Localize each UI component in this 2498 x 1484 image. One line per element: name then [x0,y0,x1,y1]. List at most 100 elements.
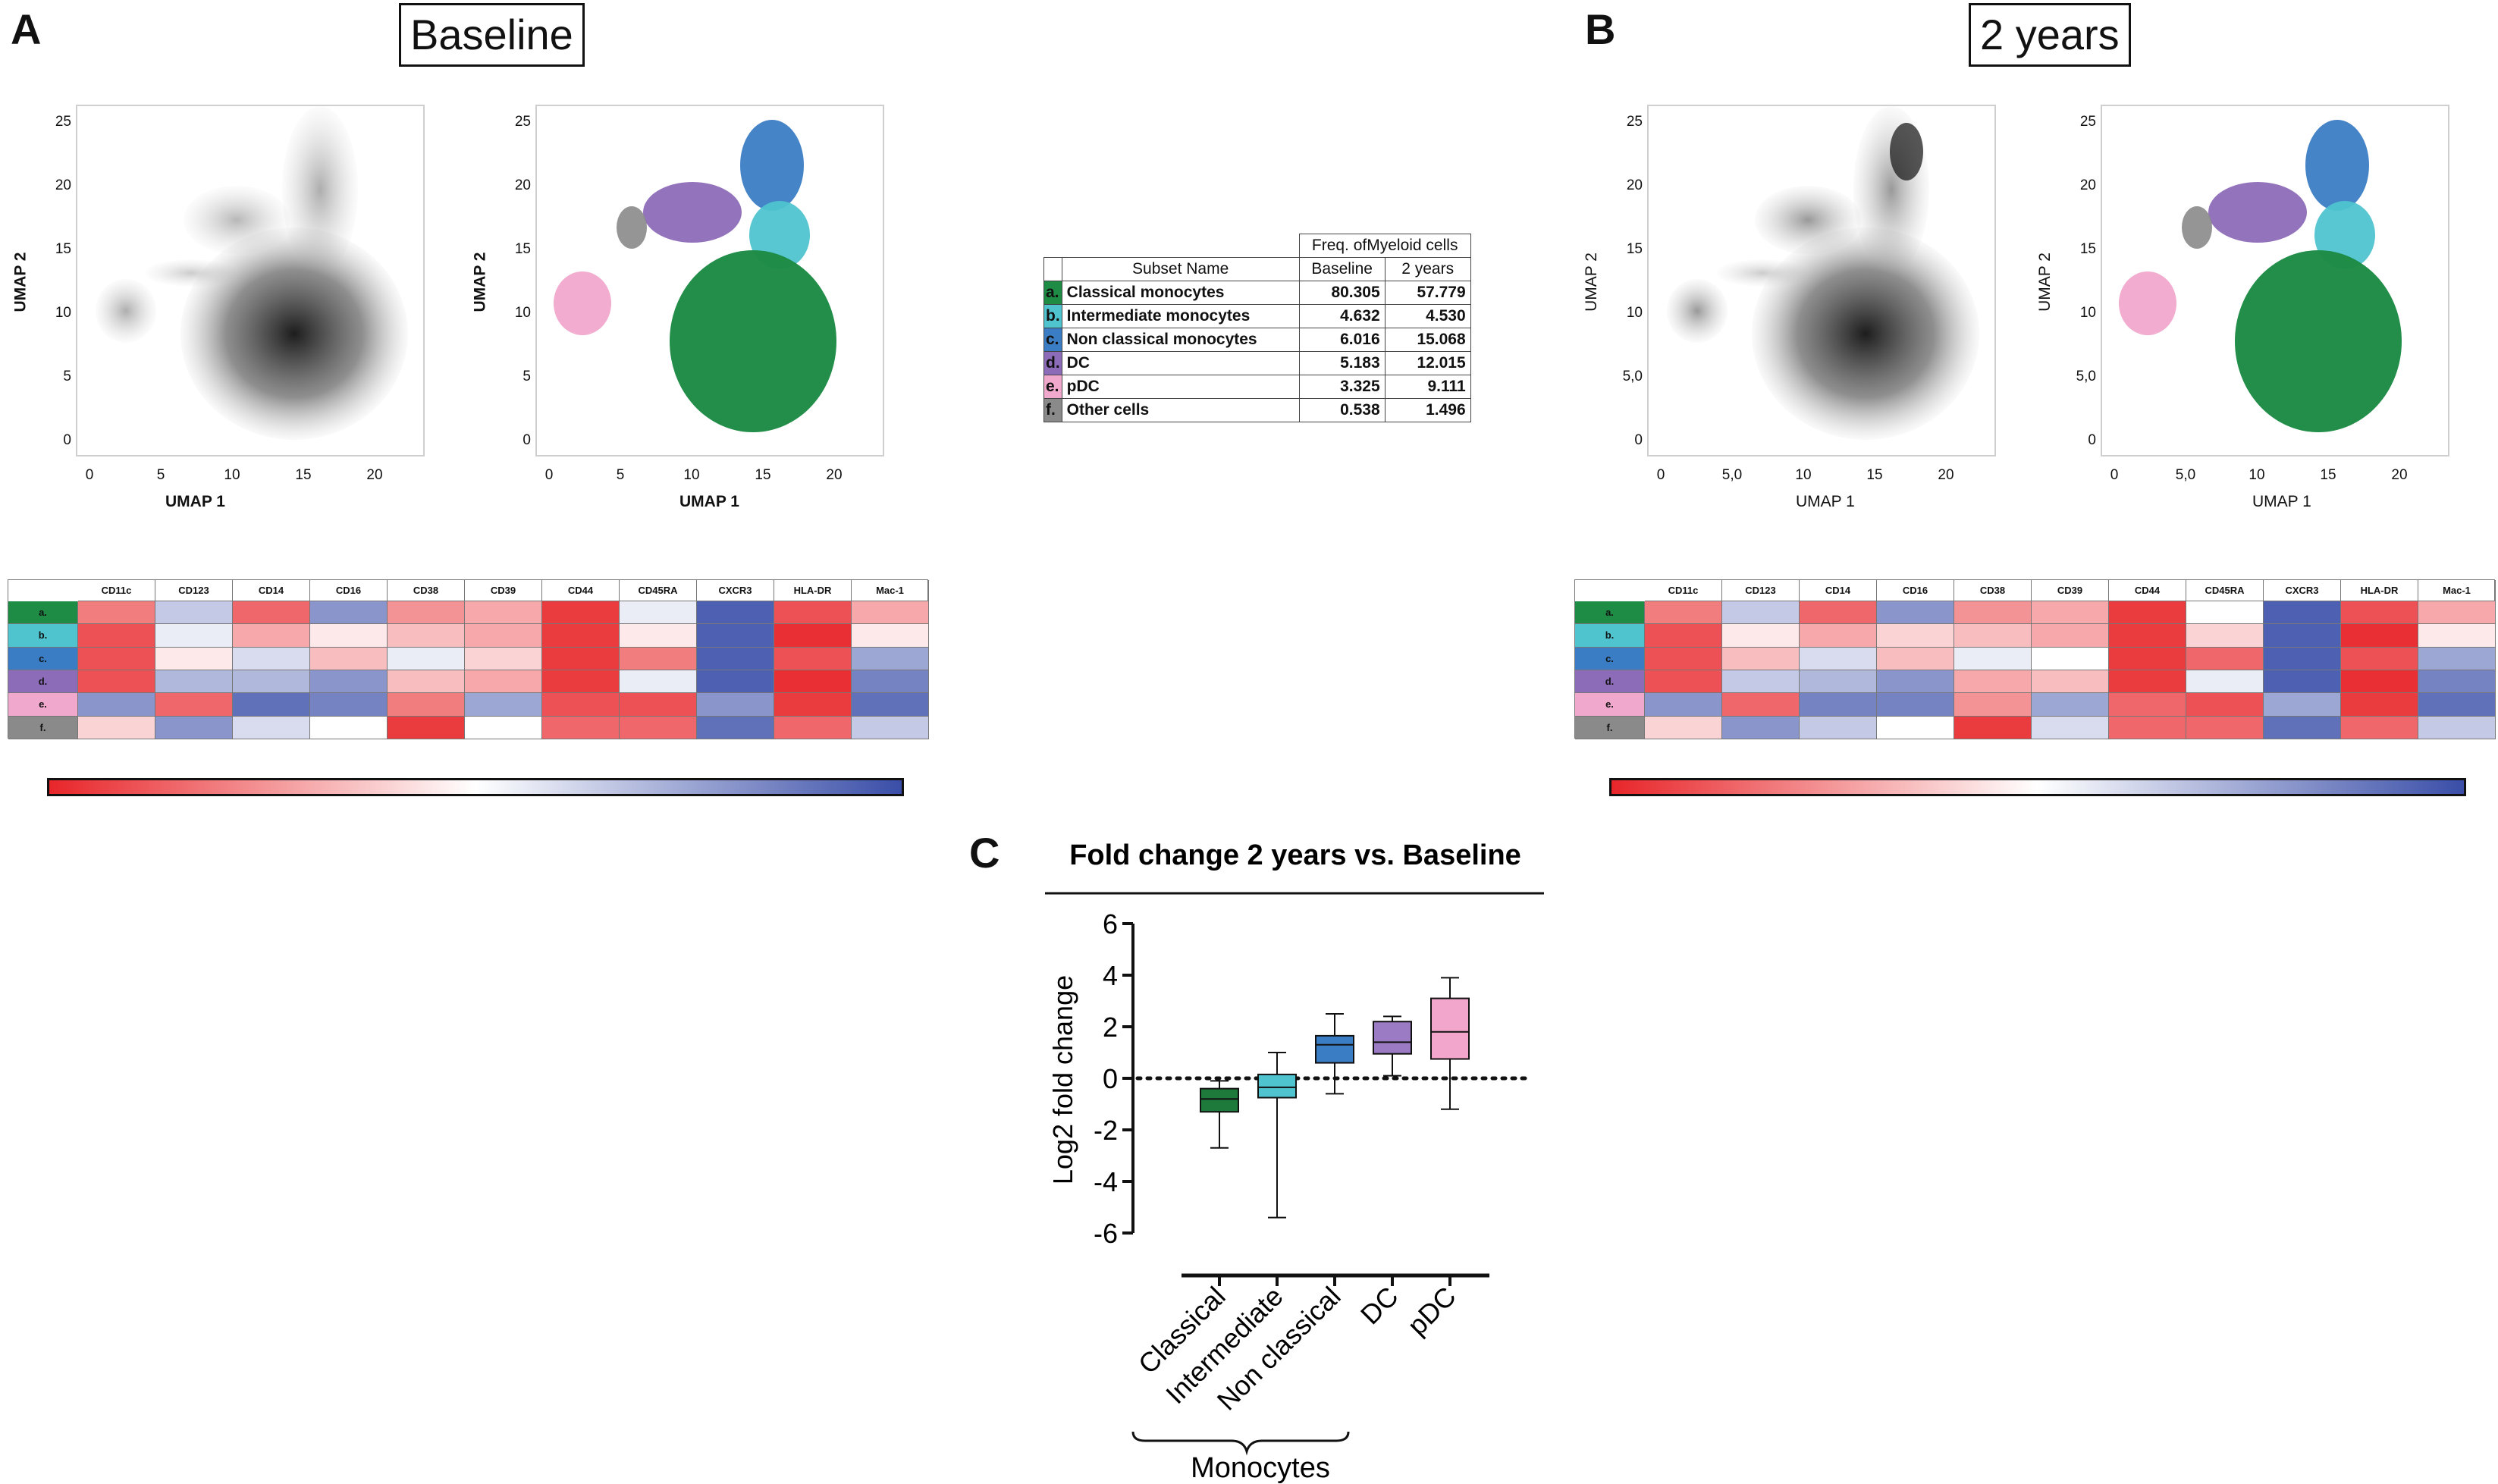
umap-y-tick: 25 [2079,114,2096,130]
heatmap-2years-cell [1877,670,1954,694]
heatmap-baseline-cell [542,670,620,694]
panel-letter-c: C [969,829,1000,877]
heatmap-baseline-cell [78,624,155,648]
freq-row-baseline: 4.632 [1298,304,1386,328]
heatmap-baseline-cell [465,693,542,717]
heatmap-marker-header: CD11c [78,580,155,601]
chart-boxes [1200,977,1470,1219]
umap-x-tick: 0 [544,467,554,483]
monocytes-brace [1131,1431,1350,1456]
umap-y-tick: 25 [514,114,531,130]
heatmap-2years-cell [1800,670,1877,694]
heatmap-2years-cell [2109,624,2186,648]
heatmap-baseline-cell [542,693,620,717]
heatmap-baseline-cell [155,716,233,739]
heatmap-2years-cell [1877,647,1954,670]
heatmap-baseline-cell [78,670,155,694]
heatmap-baseline-cell [78,693,155,717]
umap-y-tick: 10 [55,305,71,321]
heatmap-baseline-cell [774,647,852,670]
heatmap-2years-cell [1722,624,1800,648]
freq-row: d. DC 5.183 12.015 [1043,351,1471,375]
umap-x-tick: 15 [1866,467,1883,483]
monocytes-group-label: Monocytes [1191,1452,1330,1484]
heatmap-baseline-cell [465,716,542,739]
heatmap-2years-cell [1800,693,1877,717]
heatmap-2years-cell [1800,601,1877,625]
heatmap-2years-cell [1722,716,1800,739]
umap-a2-x-label: UMAP 1 [679,493,739,510]
heatmap-baseline-cell [465,647,542,670]
cluster-dc [2208,182,2307,243]
umap-y-tick: 20 [1626,177,1643,193]
heatmap-2years-cell [1645,670,1722,694]
heatmap-row-label: d. [8,670,78,694]
heatmap-marker-header: CD16 [310,580,388,601]
y-axis-label: Log2 fold change [1047,975,1078,1184]
heatmap-row-label: f. [8,716,78,739]
heatmap-2years-cell [2418,693,2496,717]
heatmap-marker-header: Mac-1 [2418,580,2496,601]
heatmap-baseline-cell [697,670,774,694]
heatmap-2years-cell [2341,693,2418,717]
umap-y-tick: 0 [2088,432,2096,448]
heatmap-baseline-cell [388,693,465,717]
heatmap-baseline-cell [620,624,697,648]
umap-y-tick: 10 [2079,305,2096,321]
panel-letter-b: B [1585,5,1616,53]
heatmap-baseline-cell [542,624,620,648]
umap-x-tick: 10 [2249,467,2265,483]
heatmap-baseline-cell [233,601,310,625]
umap-x-tick: 5,0 [2175,467,2196,483]
density-main-cluster [1752,227,1979,440]
freq-row-2years: 1.496 [1384,398,1471,422]
umap-2years-clusters [2101,105,2449,456]
heatmap-2years: CD11c CD123 CD14 CD16 CD38 CD39 CD44 CD45RA CXCR… [1574,579,2496,739]
density-bridge [146,259,237,287]
umap-a1-x-label: UMAP 1 [165,493,225,510]
freq-row-name: Other cells [1061,398,1300,422]
heatmap-2years-cell [1877,601,1954,625]
heatmap-baseline-cell [697,716,774,739]
heatmap-baseline-cell [697,624,774,648]
umap-x-tick: 20 [2391,467,2408,483]
umap-y-tick: 0 [1634,432,1643,448]
heatmap-baseline-cell [774,601,852,625]
freq-row-2years: 9.111 [1384,375,1471,399]
heatmap-2years-cell [2418,647,2496,670]
umap-y-tick: 15 [514,241,531,257]
heatmap-2years-cell [1954,624,2032,648]
heatmap-marker-header: CD14 [1800,580,1877,601]
heatmap-2years-cell [2032,693,2109,717]
umap-2years-density [1647,105,1996,456]
freq-row-baseline: 6.016 [1298,328,1386,352]
heatmap-2years-cell [2186,693,2264,717]
cluster-dc [643,182,742,243]
heatmap-2years-cell [2109,670,2186,694]
freq-row: e. pDC 3.325 9.111 [1043,375,1471,399]
box-iqr [1257,1073,1297,1099]
heatmap-baseline-cell [388,670,465,694]
umap-y-tick: 5 [63,369,71,384]
heatmap-marker-header: CD39 [465,580,542,601]
umap-y-tick: 25 [55,114,71,130]
cluster-non-classical [2305,120,2369,211]
heatmap-2years-cell [1722,693,1800,717]
heatmap-2years-cell [2418,624,2496,648]
heatmap-2years-cell [2264,647,2341,670]
umap-x-tick: 15 [2320,467,2336,483]
freq-row-name: Non classical monocytes [1061,328,1300,352]
density-upper-arm [282,106,358,273]
freq-col-baseline: Baseline [1298,257,1386,281]
umap-y-tick: 5 [523,369,531,384]
heatmap-2years-cell [2032,716,2109,739]
heatmap-2years-cell [2032,624,2109,648]
panel-a-title: Baseline [399,3,585,67]
heatmap-2years-cell [1954,647,2032,670]
heatmap-marker-header: CD16 [1877,580,1954,601]
heatmap-2years-cell [2109,716,2186,739]
umap-x-tick: 10 [683,467,700,483]
density-main-cluster [180,227,408,440]
umap-x-tick: 15 [755,467,771,483]
heatmap-2years-cell [1800,647,1877,670]
